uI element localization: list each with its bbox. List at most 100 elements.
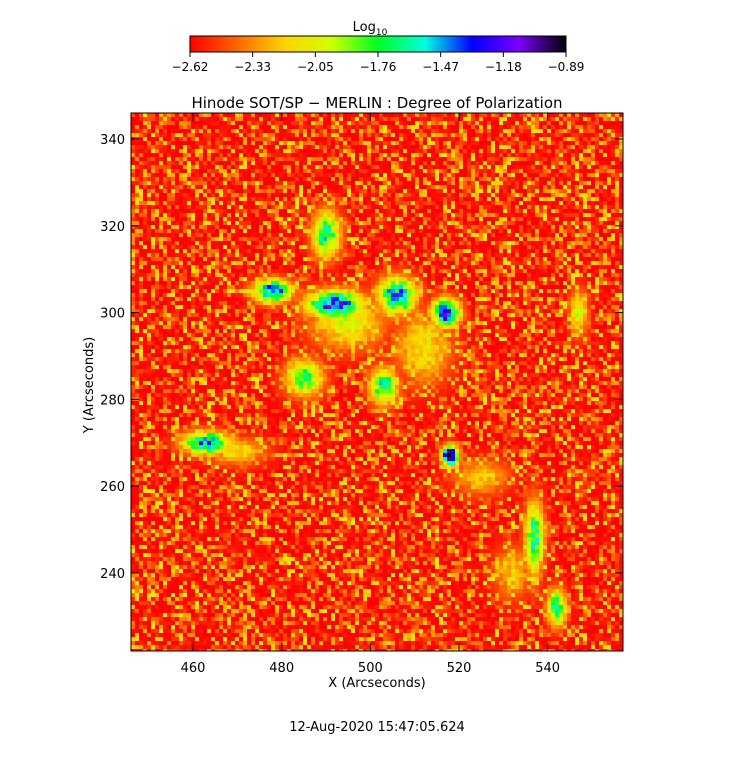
heatmap-cell [575,229,579,233]
heatmap-cell [131,149,135,153]
heatmap-cell [459,269,463,273]
heatmap-cell [327,193,331,197]
heatmap-cell [619,213,623,217]
heatmap-cell [259,189,263,193]
heatmap-cell [563,145,567,149]
heatmap-cell [391,129,395,133]
heatmap-cell [151,157,155,161]
heatmap-cell [619,197,623,201]
heatmap-cell [347,273,351,277]
heatmap-cell [487,125,491,129]
heatmap-cell [571,257,575,261]
heatmap-cell [595,153,599,157]
heatmap-cell [439,265,443,269]
heatmap-cell [431,253,435,257]
heatmap-cell [219,241,223,245]
heatmap-cell [147,209,151,213]
heatmap-cell [459,117,463,121]
heatmap-cell [235,173,239,177]
heatmap-cell [179,221,183,225]
heatmap-cell [547,265,551,269]
heatmap-cell [451,249,455,253]
heatmap-cell [483,165,487,169]
heatmap-cell [199,261,203,265]
heatmap-cell [219,133,223,137]
heatmap-cell [543,165,547,169]
heatmap-cell [427,241,431,245]
heatmap-cell [563,253,567,257]
heatmap-cell [315,189,319,193]
heatmap-cell [395,133,399,137]
heatmap-cell [315,253,319,257]
heatmap-cell [167,237,171,241]
heatmap-cell [427,133,431,137]
heatmap-cell [187,145,191,149]
heatmap-cell [383,233,387,237]
heatmap-cell [403,177,407,181]
heatmap-cell [599,201,603,205]
heatmap-cell [359,265,363,269]
heatmap-cell [411,201,415,205]
heatmap-cell [175,133,179,137]
heatmap-cell [451,265,455,269]
heatmap-cell [363,213,367,217]
heatmap-cell [223,229,227,233]
heatmap-cell [291,245,295,249]
heatmap-cell [351,261,355,265]
heatmap-cell [283,257,287,261]
heatmap-cell [223,185,227,189]
heatmap-cell [291,149,295,153]
heatmap-cell [215,125,219,129]
heatmap-cell [531,125,535,129]
heatmap-cell [579,161,583,165]
heatmap-cell [483,177,487,181]
heatmap-cell [311,265,315,269]
heatmap-cell [515,253,519,257]
heatmap-cell [379,149,383,153]
heatmap-cell [167,213,171,217]
heatmap-cell [347,185,351,189]
heatmap-cell [383,129,387,133]
heatmap-cell [359,181,363,185]
heatmap-cell [451,257,455,261]
heatmap-cell [475,129,479,133]
heatmap-cell [351,133,355,137]
heatmap-cell [591,137,595,141]
heatmap-cell [415,165,419,169]
heatmap-cell [535,237,539,241]
heatmap-cell [567,145,571,149]
heatmap-cell [511,253,515,257]
heatmap-cell [595,169,599,173]
heatmap-cell [599,257,603,261]
heatmap-cell [295,229,299,233]
heatmap-cell [219,169,223,173]
heatmap-cell [267,229,271,233]
heatmap-cell [563,257,567,261]
heatmap-cell [135,201,139,205]
heatmap-cell [335,249,339,253]
heatmap-cell [247,269,251,273]
heatmap-cell [223,169,227,173]
heatmap-cell [583,229,587,233]
heatmap-cell [251,137,255,141]
heatmap-cell [455,241,459,245]
heatmap-cell [367,145,371,149]
heatmap-cell [195,193,199,197]
heatmap-cell [215,197,219,201]
heatmap-cell [263,133,267,137]
heatmap-cell [407,265,411,269]
heatmap-cell [263,129,267,133]
heatmap-cell [387,181,391,185]
heatmap-cell [143,241,147,245]
heatmap-cell [179,273,183,277]
heatmap-cell [535,133,539,137]
heatmap-cell [511,237,515,241]
heatmap-cell [411,189,415,193]
heatmap-cell [363,221,367,225]
heatmap-cell [363,217,367,221]
heatmap-cell [303,197,307,201]
heatmap-cell [519,117,523,121]
heatmap-cell [343,273,347,277]
heatmap-cell [579,173,583,177]
